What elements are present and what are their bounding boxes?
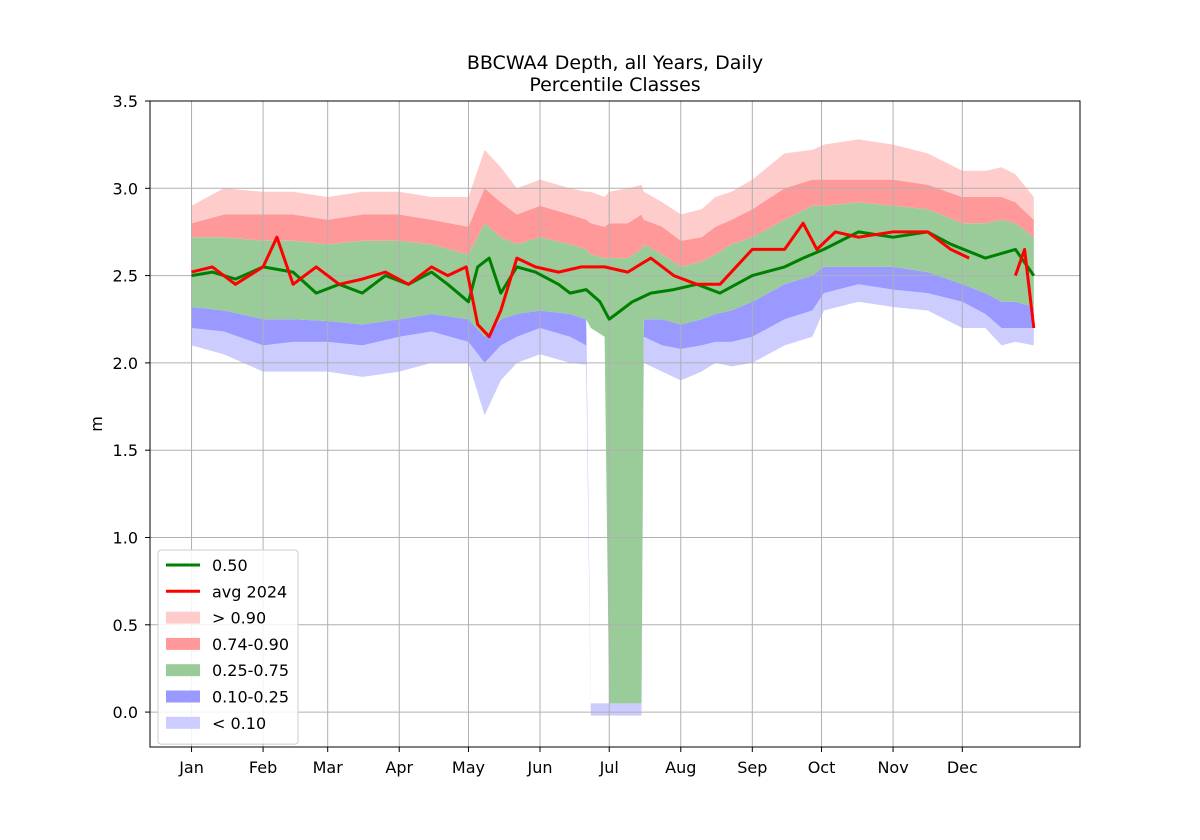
legend-swatch-4 xyxy=(166,664,200,677)
series-line-1-segment-0 xyxy=(1013,247,1036,329)
y-tick-label-5: 2.5 xyxy=(113,267,138,286)
legend-label-2: > 0.90 xyxy=(212,609,266,628)
x-tick-label-6: Jul xyxy=(599,758,619,777)
x-tick-label-5: Jun xyxy=(527,758,553,777)
band-4 xyxy=(191,139,1034,241)
y-tick-label-1: 0.5 xyxy=(113,616,138,635)
chart-subtitle: Percentile Classes xyxy=(529,74,700,96)
x-tick-label-1: Feb xyxy=(249,758,277,777)
legend-label-4: 0.25-0.75 xyxy=(212,661,289,680)
y-tick-label-2: 1.0 xyxy=(113,528,138,547)
legend-swatch-6 xyxy=(166,716,200,729)
chart-title: BBCWA4 Depth, all Years, Daily xyxy=(467,52,763,74)
y-axis-label: m xyxy=(87,416,106,432)
x-tick-label-2: Mar xyxy=(313,758,344,777)
series-line-0 xyxy=(191,230,1036,321)
band-3 xyxy=(191,179,1034,267)
x-tick-label-3: Apr xyxy=(385,758,413,777)
legend-swatch-3 xyxy=(166,637,200,650)
legend-label-6: < 0.10 xyxy=(212,714,266,733)
x-tick-label-11: Dec xyxy=(947,758,978,777)
y-tick-label-6: 3.0 xyxy=(113,179,138,198)
x-tick-label-10: Nov xyxy=(877,758,908,777)
x-tick-label-7: Aug xyxy=(665,758,696,777)
x-tick-label-8: Sep xyxy=(737,758,767,777)
x-tick-label-9: Oct xyxy=(808,758,836,777)
series-line-1 xyxy=(191,221,970,339)
legend-label-0: 0.50 xyxy=(212,556,248,575)
y-tick-label-7: 3.5 xyxy=(113,92,138,111)
y-tick-label-3: 1.5 xyxy=(113,441,138,460)
legend-label-5: 0.10-0.25 xyxy=(212,688,289,707)
legend-label-1: avg 2024 xyxy=(212,582,287,601)
legend-swatch-5 xyxy=(166,690,200,703)
plot-area: 0.0 0.5 1.0 1.5 2.0 2.5 3.0 3.5 Jan Feb Mar Apr May J… xyxy=(113,92,1081,777)
legend-label-3: 0.74-0.90 xyxy=(212,635,289,654)
x-tick-label-4: May xyxy=(452,758,485,777)
legend-swatch-2 xyxy=(166,611,200,624)
band-2 xyxy=(191,202,1034,704)
axes-frame xyxy=(149,100,1081,748)
y-tick-label-0: 0.0 xyxy=(113,703,138,722)
x-tick-label-0: Jan xyxy=(178,758,204,777)
y-tick-label-4: 2.0 xyxy=(113,354,138,373)
